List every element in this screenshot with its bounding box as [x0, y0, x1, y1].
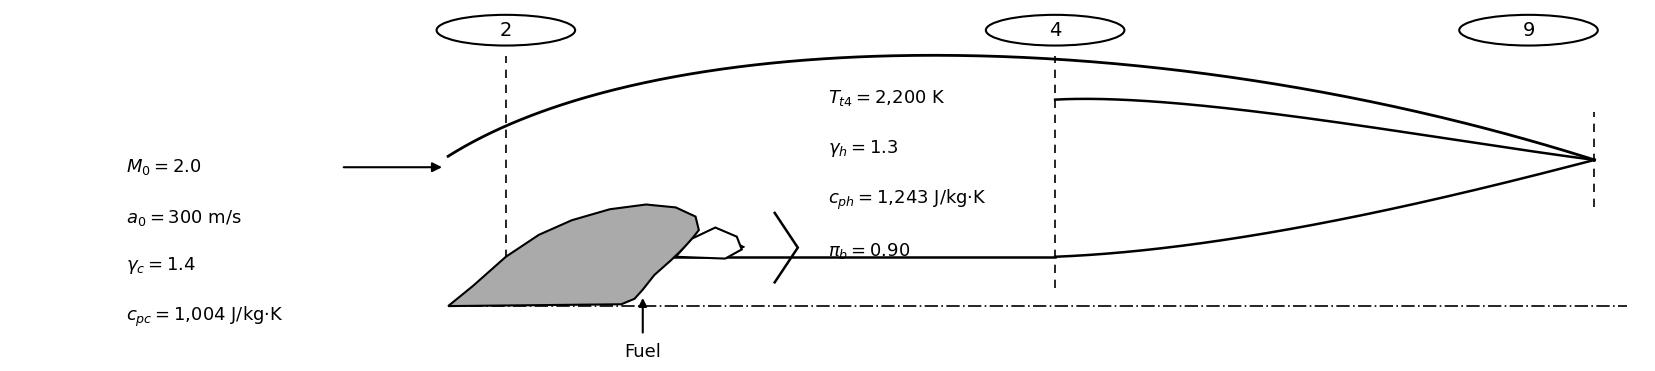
Text: $c_{pc} = 1{,}004$ J/kg$\cdot$K: $c_{pc} = 1{,}004$ J/kg$\cdot$K — [126, 305, 285, 329]
Polygon shape — [675, 227, 741, 259]
Text: 9: 9 — [1523, 21, 1534, 40]
Text: $\pi_b = 0.90$: $\pi_b = 0.90$ — [828, 241, 910, 261]
Text: $\gamma_h = 1.3$: $\gamma_h = 1.3$ — [828, 138, 899, 160]
Text: $a_0 = 300$ m/s: $a_0 = 300$ m/s — [126, 209, 242, 229]
Text: $M_0 = 2.0$: $M_0 = 2.0$ — [126, 157, 202, 177]
Text: 4: 4 — [1049, 21, 1061, 40]
Text: $T_{t4} = 2{,}200$ K: $T_{t4} = 2{,}200$ K — [828, 88, 945, 108]
Text: $c_{ph} = 1{,}243$ J/kg$\cdot$K: $c_{ph} = 1{,}243$ J/kg$\cdot$K — [828, 188, 986, 212]
Text: $\gamma_c = 1.4$: $\gamma_c = 1.4$ — [126, 255, 197, 276]
Text: Fuel: Fuel — [624, 343, 662, 361]
Text: 2: 2 — [500, 21, 511, 40]
Polygon shape — [449, 204, 698, 306]
